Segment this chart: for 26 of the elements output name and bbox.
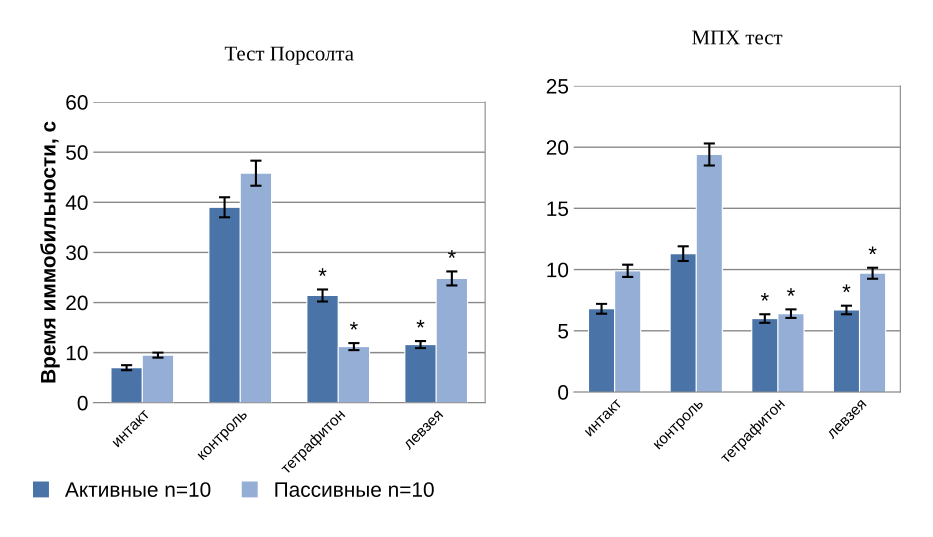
y-tick-label: 30 [66, 245, 88, 260]
chart-title: Тест Порсолта [224, 46, 354, 65]
y-tick-label: 0 [558, 385, 568, 400]
y-tick-label: 10 [66, 346, 88, 360]
annotation: * [842, 284, 850, 292]
legend-label: Активные n=10 [64, 482, 210, 497]
y-tick-label: 25 [546, 78, 568, 94]
annotation: * [868, 246, 877, 254]
y-tick-label: 5 [558, 324, 568, 339]
y-tick-label: 0 [78, 396, 88, 411]
legend-label: Пассивные n=10 [275, 482, 434, 497]
annotation: * [760, 292, 769, 301]
annotation: * [416, 320, 424, 328]
chart-title: МПХ тест [692, 30, 782, 44]
y-tick-label: 50 [66, 145, 88, 160]
annotation: * [786, 288, 795, 296]
y-tick-label: 60 [66, 95, 88, 110]
annotation: * [350, 322, 358, 330]
y-axis-title: Время иммобильности, с [40, 121, 60, 382]
annotation: * [448, 250, 456, 258]
y-tick-label: 40 [66, 195, 88, 210]
y-tick-label: 15 [547, 202, 568, 216]
y-tick-label: 10 [547, 262, 568, 278]
y-tick-label: 20 [66, 296, 88, 310]
y-tick-label: 20 [546, 140, 568, 155]
annotation: * [318, 268, 327, 276]
